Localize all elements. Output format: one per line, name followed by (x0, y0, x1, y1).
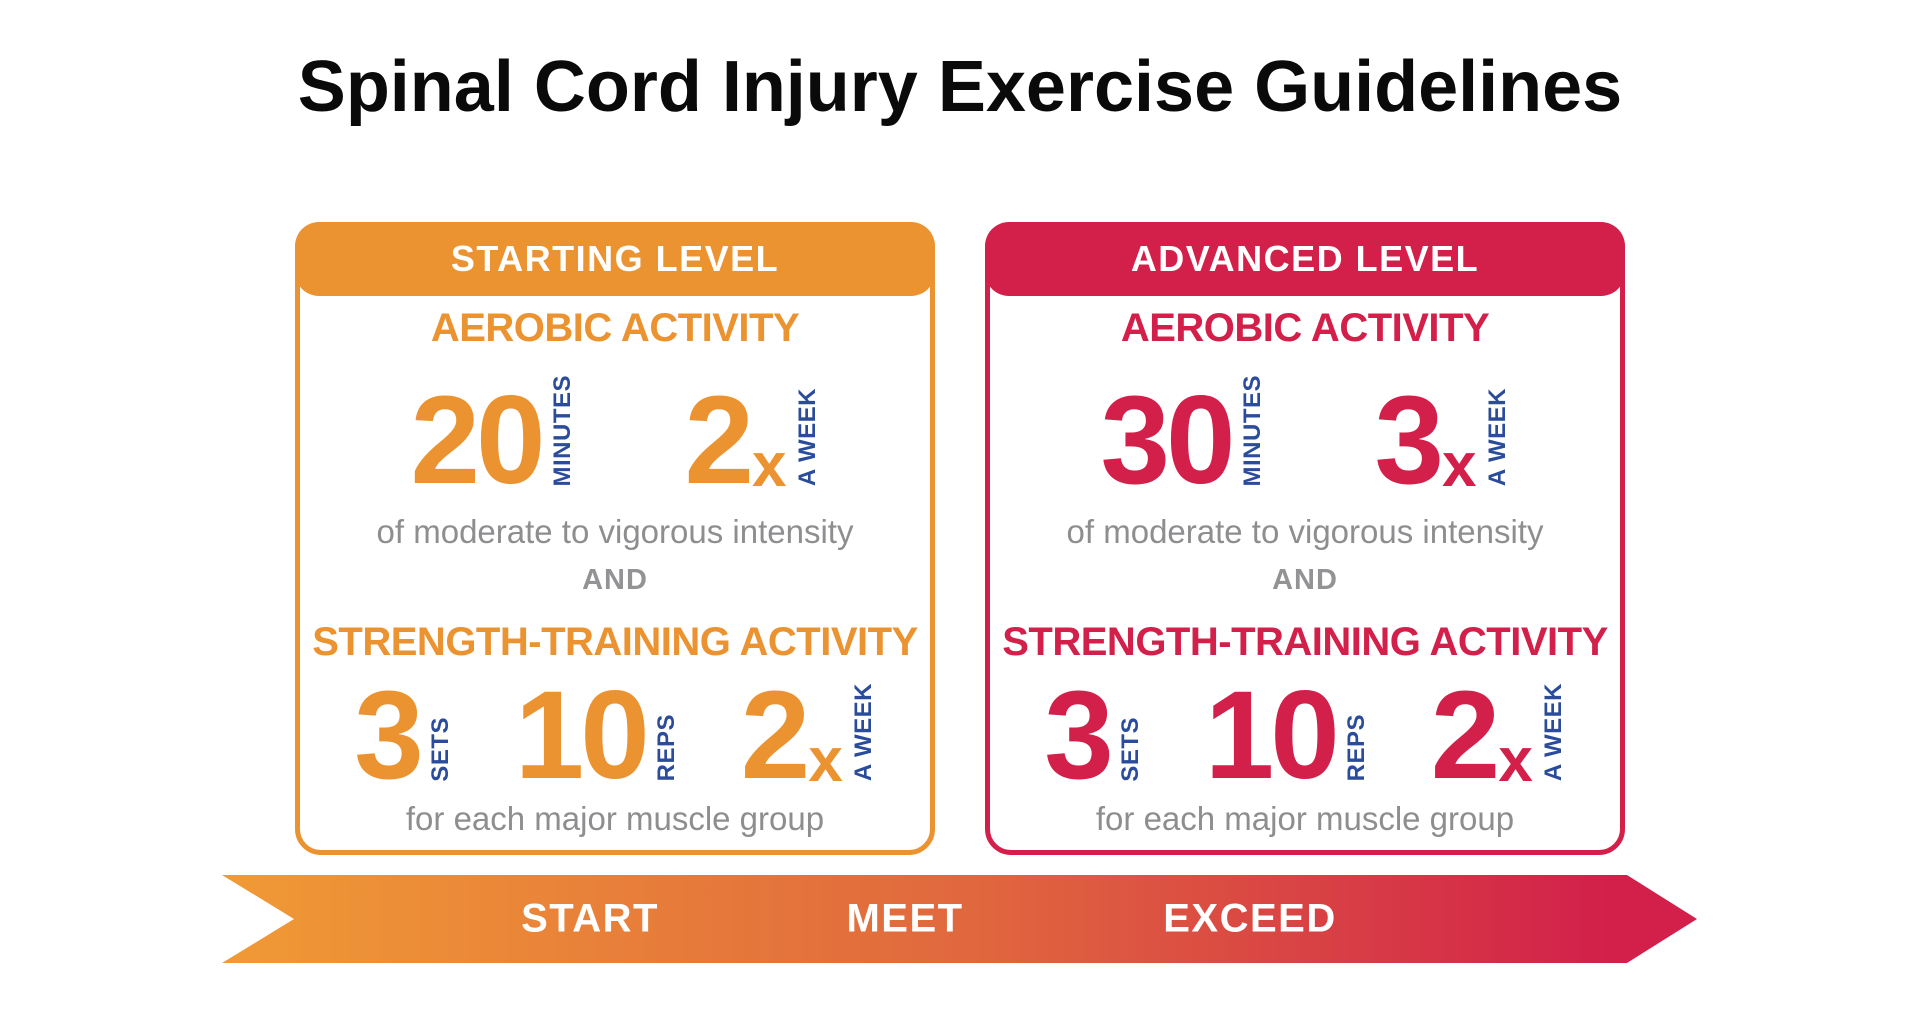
page-title: Spinal Cord Injury Exercise Guidelines (297, 47, 1623, 127)
advanced-reps-value: 10 (1204, 665, 1340, 805)
advanced-sets-unit: SETS (1116, 716, 1144, 782)
starting-aerobic-frequency-stat: 2 x A WEEK (684, 370, 821, 510)
starting-and-connector: AND (582, 564, 648, 597)
starting-reps-stat: 10 REPS (514, 665, 680, 805)
arrow-label-exceed: EXCEED (1163, 896, 1337, 941)
advanced-reps-stat: 10 REPS (1204, 665, 1370, 805)
advanced-and-connector: AND (1272, 564, 1338, 597)
advanced-sets-stat: 3 SETS (1044, 665, 1144, 805)
arrow-label-meet: MEET (846, 896, 964, 941)
starting-reps-unit: REPS (652, 714, 680, 782)
starting-level-card: STARTING LEVEL AEROBIC ACTIVITY 20 MINUT… (295, 222, 935, 855)
starting-sets-unit: SETS (426, 716, 454, 782)
arrow-label-start: START (521, 896, 659, 941)
starting-strength-heading: STRENGTH-TRAINING ACTIVITY (312, 620, 918, 665)
starting-strength-note: for each major muscle group (405, 799, 825, 837)
advanced-strength-frequency-unit: A WEEK (1539, 683, 1567, 782)
starting-sets-stat: 3 SETS (354, 665, 454, 805)
advanced-level-label: ADVANCED LEVEL (1130, 238, 1480, 279)
starting-aerobic-times-suffix: x (752, 430, 787, 500)
starting-strength-stats: 3 SETS 10 REPS 2 x A WEEK (354, 665, 877, 805)
advanced-duration-value: 30 (1100, 370, 1235, 510)
advanced-aerobic-frequency-value: 3 (1374, 370, 1445, 510)
advanced-strength-stats: 3 SETS 10 REPS 2 x A WEEK (1044, 665, 1567, 805)
advanced-aerobic-note: of moderate to vigorous intensity (1066, 512, 1544, 550)
advanced-level-card: ADVANCED LEVEL AEROBIC ACTIVITY 30 MINUT… (985, 222, 1625, 855)
starting-strength-times-suffix: x (808, 725, 843, 795)
advanced-strength-heading: STRENGTH-TRAINING ACTIVITY (1002, 620, 1608, 665)
advanced-strength-times-suffix: x (1498, 725, 1533, 795)
starting-sets-value: 3 (354, 665, 424, 805)
starting-aerobic-frequency-value: 2 (684, 370, 755, 510)
advanced-card-body: AEROBIC ACTIVITY 30 MINUTES 3 x A WEEK o… (990, 227, 1620, 850)
starting-reps-value: 10 (514, 665, 650, 805)
advanced-reps-unit: REPS (1342, 714, 1370, 782)
progress-arrow: START MEET EXCEED (222, 875, 1697, 963)
advanced-aerobic-times-suffix: x (1442, 430, 1477, 500)
starting-aerobic-stats: 20 MINUTES 2 x A WEEK (410, 370, 821, 510)
starting-aerobic-note: of moderate to vigorous intensity (376, 512, 854, 550)
advanced-strength-frequency-stat: 2 x A WEEK (1430, 665, 1567, 805)
advanced-level-header: ADVANCED LEVEL (985, 222, 1625, 296)
advanced-aerobic-frequency-unit: A WEEK (1483, 388, 1511, 487)
advanced-aerobic-heading: AEROBIC ACTIVITY (1120, 306, 1490, 350)
starting-strength-frequency-stat: 2 x A WEEK (740, 665, 877, 805)
starting-strength-frequency-value: 2 (740, 665, 811, 805)
advanced-sets-value: 3 (1044, 665, 1114, 805)
starting-level-header: STARTING LEVEL (295, 222, 935, 296)
advanced-aerobic-stats: 30 MINUTES 3 x A WEEK (1100, 370, 1511, 510)
advanced-strength-frequency-value: 2 (1430, 665, 1501, 805)
starting-duration-stat: 20 MINUTES (410, 370, 576, 510)
starting-level-label: STARTING LEVEL (450, 238, 780, 279)
advanced-strength-note: for each major muscle group (1095, 799, 1515, 837)
advanced-aerobic-frequency-stat: 3 x A WEEK (1374, 370, 1511, 510)
starting-strength-frequency-unit: A WEEK (849, 683, 877, 782)
advanced-duration-unit: MINUTES (1238, 375, 1266, 487)
starting-card-body: AEROBIC ACTIVITY 20 MINUTES 2 x A WEEK o… (300, 227, 930, 850)
starting-aerobic-heading: AEROBIC ACTIVITY (430, 306, 800, 350)
advanced-duration-stat: 30 MINUTES (1100, 370, 1266, 510)
starting-duration-unit: MINUTES (548, 375, 576, 487)
starting-aerobic-frequency-unit: A WEEK (793, 388, 821, 487)
starting-duration-value: 20 (410, 370, 545, 510)
